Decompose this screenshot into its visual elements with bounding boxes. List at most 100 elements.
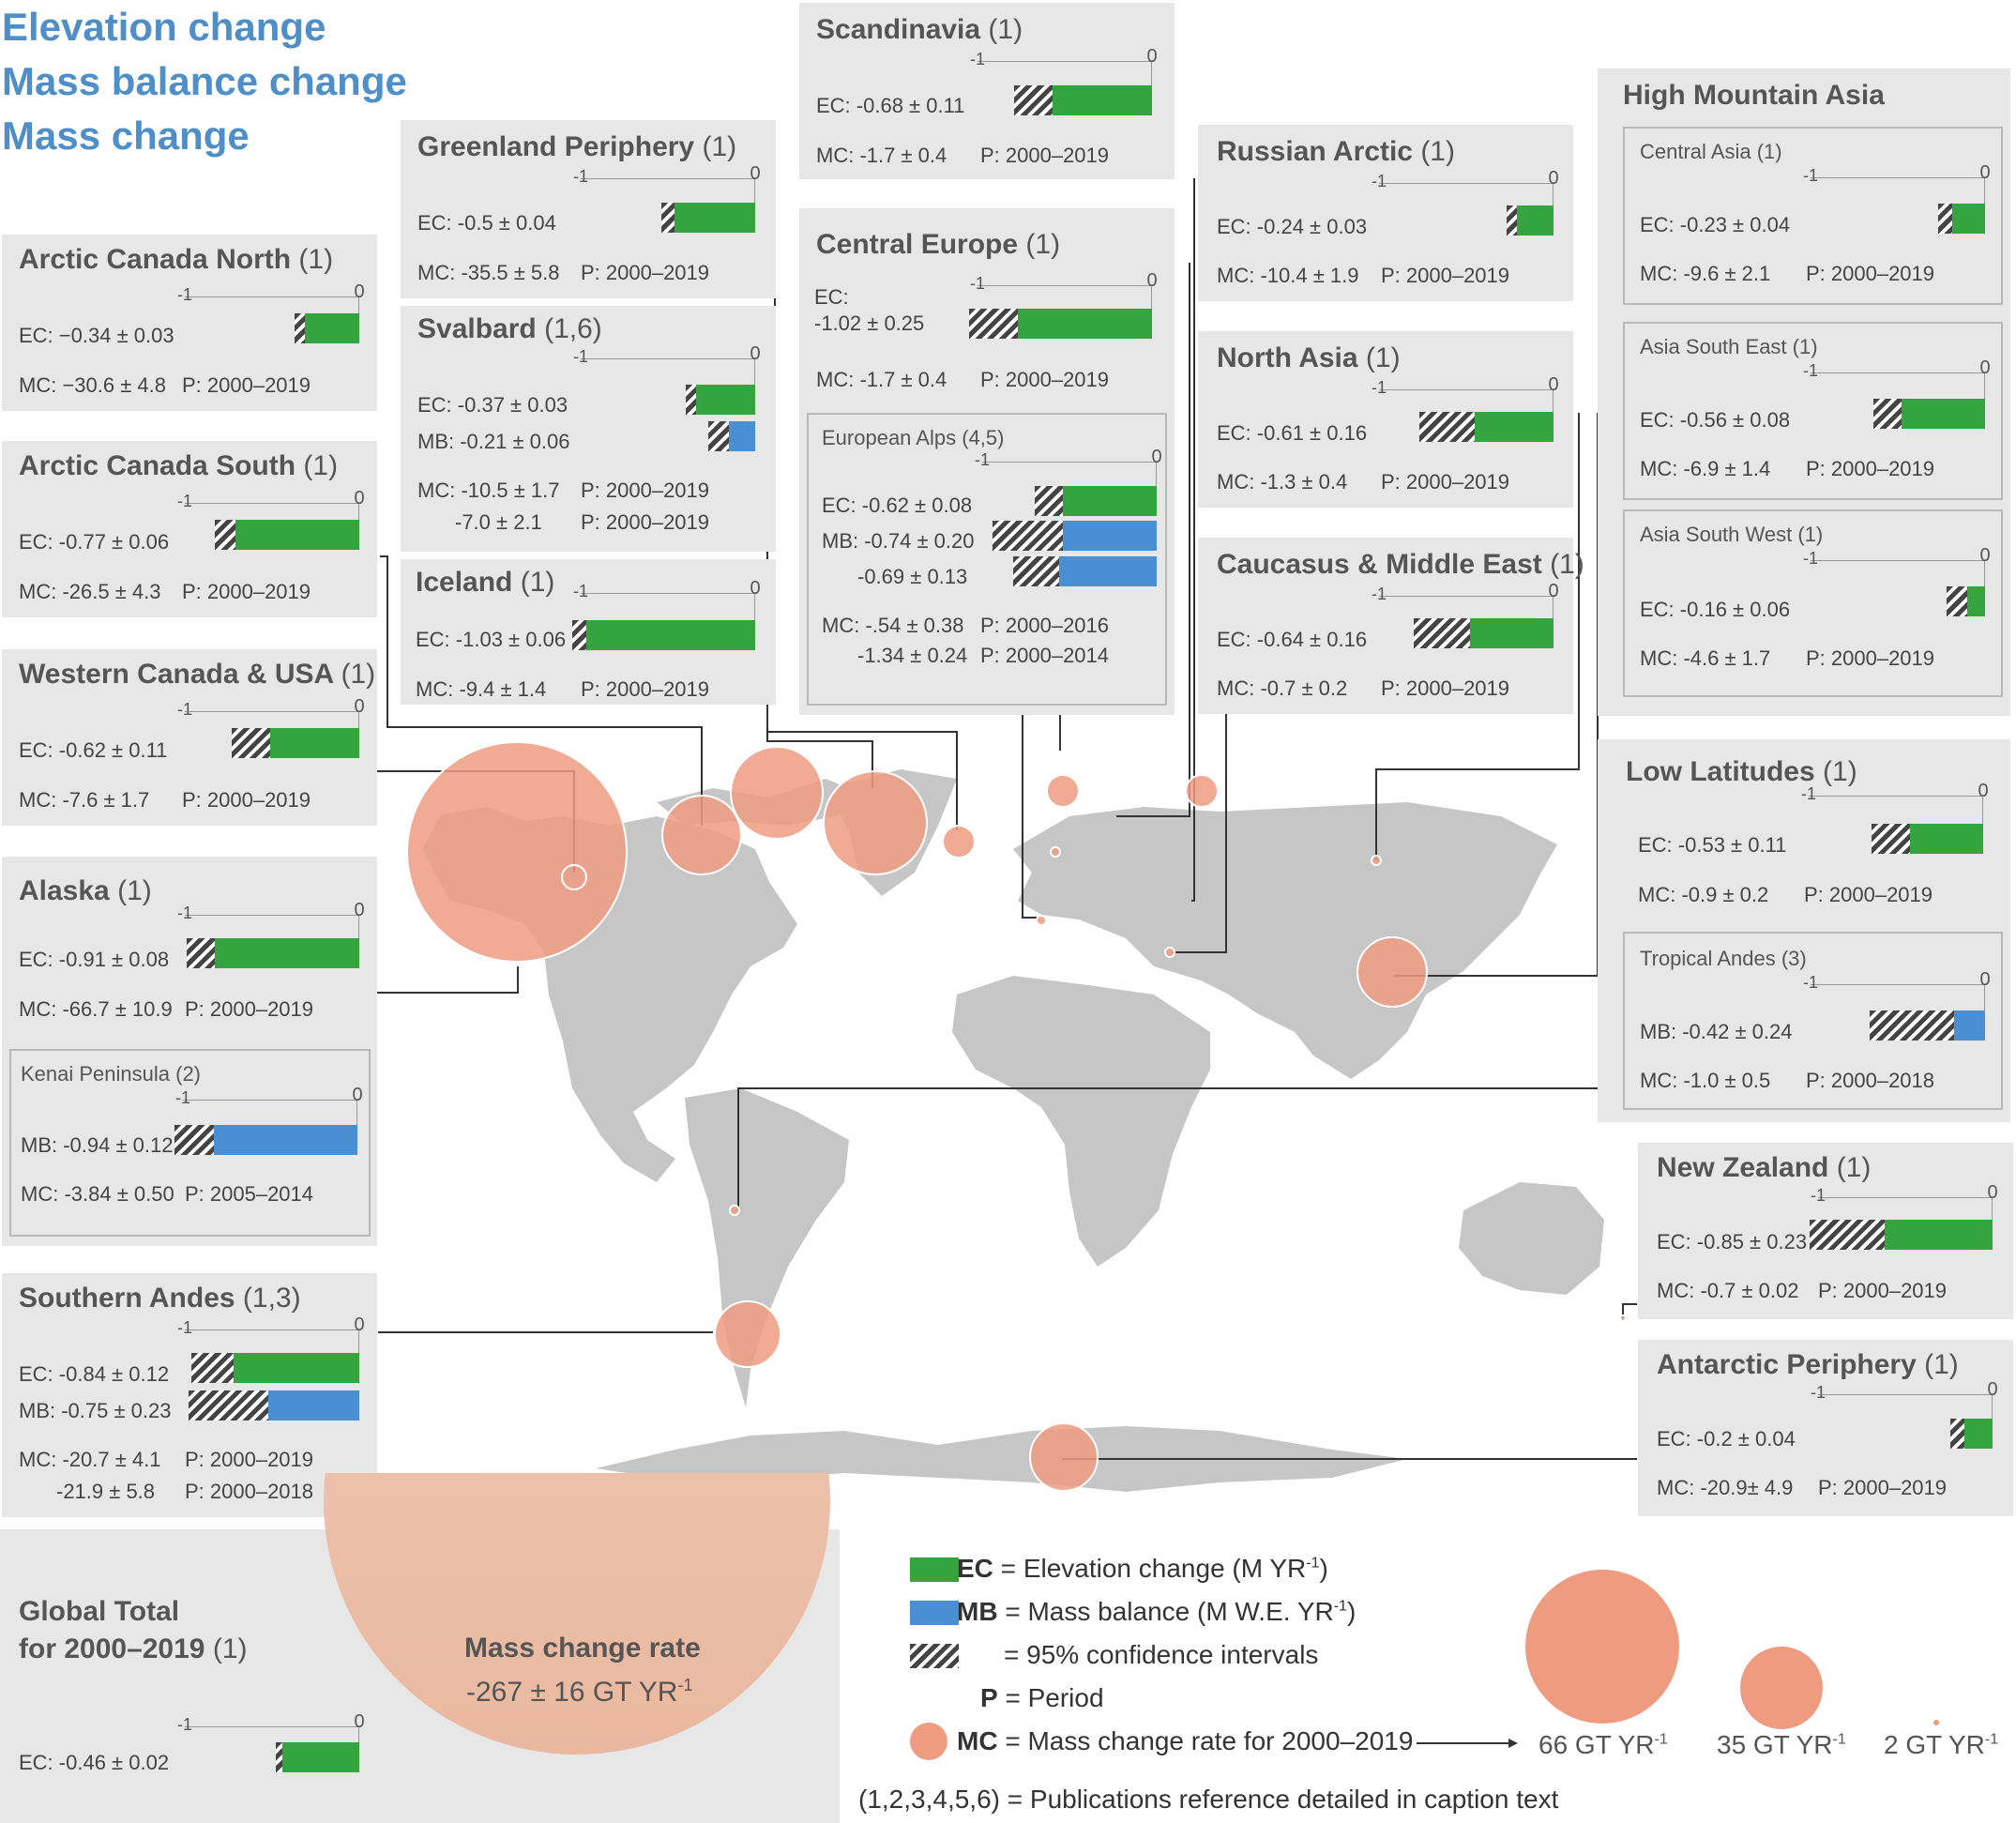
panel-title: Alaska (1) bbox=[19, 875, 152, 906]
scale-axis: -1 0 bbox=[1803, 357, 1991, 410]
ec-value: EC: -0.62 ± 0.11 bbox=[19, 738, 168, 762]
ec-value: EC: -0.61 ± 0.16 bbox=[1217, 421, 1368, 445]
ec-value: EC: -0.24 ± 0.03 bbox=[1217, 215, 1368, 238]
panel-iceland: Iceland (1) -1 0 EC: -1.03 ± 0.06 MC: -9.… bbox=[401, 559, 776, 705]
mc-value: MC: -1.7 ± 0.4 bbox=[816, 368, 947, 391]
panel-svalbard: Svalbard (1,6) -1 0 EC: -0.37 ± 0.03 MB: … bbox=[401, 306, 776, 552]
panel-title: Russian Arctic (1) bbox=[1217, 136, 1455, 167]
ec-value: EC: -0.62 ± 0.08 bbox=[822, 494, 973, 517]
subpanel-kenai-peninsula: Kenai Peninsula (2) -1 0 MB: -0.94 ± 0.12… bbox=[9, 1049, 371, 1237]
panel-title: New Zealand (1) bbox=[1657, 1152, 1872, 1183]
mc-value: MC: −30.6 ± 4.8 bbox=[19, 373, 166, 397]
australia-landmass bbox=[1459, 1182, 1604, 1295]
period: P: 2000–2019 bbox=[185, 997, 314, 1021]
period: P: 2000–2019 bbox=[581, 677, 710, 701]
mc-value: MC: -.54 ± 0.38 bbox=[822, 614, 964, 637]
panel-title: Greenland Periphery (1) bbox=[417, 131, 737, 162]
ec-bar bbox=[1379, 205, 1554, 235]
subpanel-title: Kenai Peninsula (2) bbox=[21, 1062, 202, 1086]
ec-value: EC: -0.68 ± 0.11 bbox=[816, 94, 965, 117]
mc-circle-southern-andes bbox=[714, 1300, 781, 1368]
mc-value: MC: -20.9± 4.9 bbox=[1657, 1476, 1794, 1499]
ec-bar bbox=[185, 1353, 359, 1383]
mc-circle-high-mountain-asia bbox=[1357, 936, 1428, 1008]
panel-global-total: Global Total for 2000–2019 (1) -1 0 EC: -… bbox=[0, 1473, 840, 1823]
panel-high-mountain-asia: High Mountain Asia Central Asia (1) -1 0 … bbox=[1598, 68, 2010, 716]
panel-title: Arctic Canada South (1) bbox=[19, 450, 339, 481]
ec-bar bbox=[1811, 586, 1985, 616]
mb-bar bbox=[185, 1390, 359, 1420]
mc-value: MC: -20.7 ± 4.1 bbox=[19, 1448, 161, 1471]
header-mass-change: Mass change bbox=[2, 114, 250, 158]
panel-scandinavia: Scandinavia (1) -1 0 EC: -0.68 ± 0.11 MC:… bbox=[799, 3, 1175, 179]
mc-circles bbox=[406, 741, 1627, 1492]
mc-circle-russian-arctic bbox=[1185, 774, 1219, 808]
scale-axis: -1 0 bbox=[573, 343, 761, 396]
panel-new-zealand: New Zealand (1) -1 0 EC: -0.85 ± 0.23 MC:… bbox=[1638, 1143, 2013, 1319]
ec-value: EC: -0.85 ± 0.23 bbox=[1657, 1230, 1808, 1253]
mc-circle-scandinavia bbox=[1050, 846, 1061, 858]
panel-title: Low Latitudes (1) bbox=[1626, 756, 1857, 787]
global-mass-circle bbox=[324, 1473, 830, 1755]
scale-axis: -1 0 bbox=[970, 46, 1158, 99]
period: P: 2000–2019 bbox=[1818, 1476, 1948, 1499]
ec-bar bbox=[185, 728, 359, 758]
scale-axis: -1 0 bbox=[1372, 581, 1559, 633]
period: P: 2000–2019 bbox=[1804, 883, 1933, 906]
panel-central-europe: Central Europe (1) -1 0 EC: -1.02 ± 0.25 … bbox=[799, 208, 1175, 715]
arrow-icon bbox=[1417, 1739, 1518, 1748]
scale-axis: -1 0 bbox=[1811, 1379, 1998, 1432]
panel-title: Central Europe (1) bbox=[816, 229, 1061, 260]
period: P: 2000–2019 bbox=[1381, 676, 1510, 700]
mc-value: MC: -7.6 ± 1.7 bbox=[19, 788, 150, 812]
legend-ci-swatch bbox=[910, 1644, 959, 1668]
period: P: 2000–2019 bbox=[980, 368, 1110, 391]
legend-mc-dot bbox=[910, 1723, 947, 1760]
ec-value: EC: -0.2 ± 0.04 bbox=[1657, 1427, 1796, 1451]
panel-southern-andes: Southern Andes (1,3) -1 0 EC: -0.84 ± 0.1… bbox=[2, 1273, 377, 1517]
ec-bar bbox=[1818, 1419, 1993, 1449]
mb-bar bbox=[174, 1125, 357, 1155]
mc-circle-iceland bbox=[942, 825, 976, 858]
mc-value: MC: -35.5 ± 5.8 bbox=[417, 261, 560, 284]
ec-value: EC: −0.34 ± 0.03 bbox=[19, 324, 174, 347]
subpanel-title: Tropical Andes (3) bbox=[1640, 947, 1807, 970]
scale-axis: -1 0 bbox=[175, 1085, 363, 1137]
ec-bar bbox=[185, 520, 359, 550]
ec-value: EC: -0.91 ± 0.08 bbox=[19, 948, 170, 971]
ec-bar bbox=[1809, 824, 1983, 854]
mb-value: MB: -0.94 ± 0.12 bbox=[21, 1133, 174, 1157]
legend-size-66: 66 GT YR-1 bbox=[1539, 1730, 1668, 1759]
panel-north-asia: North Asia (1) -1 0 EC: -0.61 ± 0.16 MC: … bbox=[1198, 331, 1573, 508]
global-title: Global Total for 2000–2019 (1) bbox=[19, 1596, 248, 1664]
scale-axis: -1 0 bbox=[1801, 781, 1989, 833]
scale-axis: -1 0 bbox=[1803, 162, 1991, 215]
mb-bar bbox=[581, 421, 755, 451]
panel-title: High Mountain Asia bbox=[1623, 80, 1885, 111]
mc-circle-arctic-canada-north bbox=[730, 746, 824, 840]
mb-bar bbox=[1811, 1010, 1985, 1041]
legend-size-2: 2 GT YR-1 bbox=[1884, 1730, 1999, 1759]
panel-arctic-canada-north: Arctic Canada North (1) -1 0 EC: −0.34 ± … bbox=[2, 235, 377, 411]
ec-value: -1.02 ± 0.25 bbox=[814, 311, 925, 335]
scale-axis: -1 0 bbox=[573, 578, 761, 630]
mc-value: MC: -1.3 ± 0.4 bbox=[1217, 470, 1348, 494]
mc-value: MC: -4.6 ± 1.7 bbox=[1640, 646, 1771, 670]
period: P: 2000–2018 bbox=[1806, 1069, 1935, 1092]
panel-title: Arctic Canada North (1) bbox=[19, 244, 334, 275]
legend-mc: MC = Mass change rate for 2000–2019 bbox=[957, 1726, 1414, 1755]
ec-bar bbox=[968, 309, 1152, 339]
period: P: 2000–2019 bbox=[581, 261, 710, 284]
mc-value-2: -1.34 ± 0.24 bbox=[857, 644, 968, 667]
scale-axis: -1 0 bbox=[1372, 168, 1559, 220]
panel-title: Svalbard (1,6) bbox=[417, 313, 602, 344]
panel-title: North Asia (1) bbox=[1217, 342, 1401, 373]
scale-axis: -1 0 bbox=[1803, 969, 1991, 1022]
scale-axis: -1 0 bbox=[970, 270, 1158, 323]
mc-value: MC: -9.4 ± 1.4 bbox=[416, 677, 547, 701]
mass-change-rate-title: Mass change rate bbox=[464, 1633, 701, 1663]
subpanel-european-alps: European Alps (4,5) -1 0 EC: -0.62 ± 0.08… bbox=[807, 413, 1167, 706]
period: P: 2000–2019 bbox=[1806, 646, 1935, 670]
mb-value: MB: -0.75 ± 0.23 bbox=[19, 1399, 172, 1422]
